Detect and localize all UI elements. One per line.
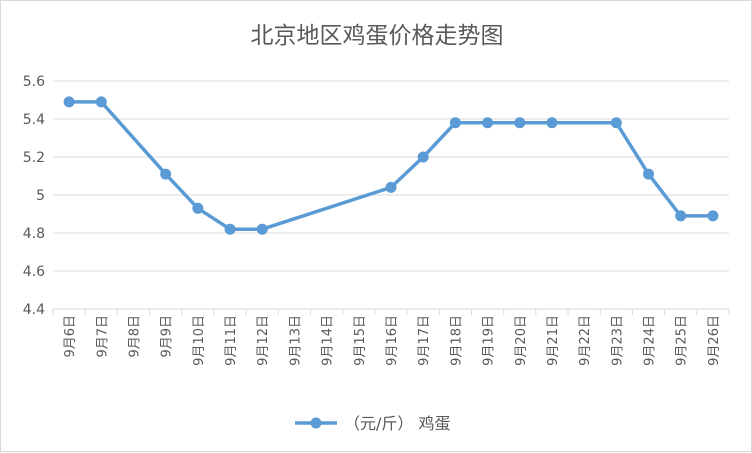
data-point (95, 96, 107, 108)
data-point (610, 117, 622, 129)
x-tick-label: 9月9日 (160, 315, 175, 358)
y-axis-ticks: 4.4 4.6 4.8 5 5.2 5.4 5.6 (23, 74, 45, 318)
y-tick-label: 4.8 (23, 226, 45, 242)
y-tick-label: 4.6 (23, 264, 45, 280)
data-point (385, 181, 397, 193)
x-tick-label: 9月25日 (675, 315, 690, 366)
legend: （元/斤） 鸡蛋 (295, 414, 450, 433)
x-tick-label: 9月12日 (256, 315, 271, 366)
data-point (482, 117, 494, 129)
x-tick-label: 9月8日 (127, 315, 142, 358)
x-tick-label: 9月23日 (610, 315, 625, 366)
data-point (160, 168, 172, 180)
data-point (643, 168, 655, 180)
series-line (69, 100, 713, 231)
x-tick-label: 9月7日 (95, 315, 110, 358)
data-point (546, 117, 558, 129)
data-point (417, 151, 429, 163)
y-tick-label: 4.4 (23, 302, 45, 318)
data-point (192, 202, 204, 214)
y-tick-label: 5.4 (23, 112, 45, 128)
x-tick-label: 9月10日 (192, 315, 207, 366)
data-point (63, 96, 75, 108)
data-point (675, 210, 687, 222)
series-egg-price (63, 96, 719, 235)
x-tick-label: 9月17日 (417, 315, 432, 366)
grid-lines (53, 80, 729, 310)
chart-title: 北京地区鸡蛋价格走势图 (251, 23, 504, 49)
x-tick-label: 9月18日 (449, 315, 464, 366)
data-point (224, 223, 236, 235)
x-tick-label: 9月15日 (353, 315, 368, 366)
x-tick-label: 9月20日 (514, 315, 529, 366)
x-tick-label: 9月11日 (224, 315, 239, 366)
legend-point-marker (310, 417, 322, 429)
x-tick-label: 9月6日 (63, 315, 78, 358)
data-point (449, 117, 461, 129)
data-point (514, 117, 526, 129)
x-axis-ticks: 9月6日 9月7日 9月8日 9月9日 9月10日 9月11日 9月12日 9月13日 9月14… (52, 309, 730, 366)
y-tick-label: 5.2 (23, 150, 45, 166)
x-tick-label: 9月19日 (482, 315, 497, 366)
x-tick-label: 9月13日 (288, 315, 303, 366)
y-tick-label: 5.6 (23, 74, 45, 90)
y-tick-label: 5 (36, 188, 45, 204)
x-tick-label: 9月22日 (578, 315, 593, 366)
x-tick-label: 9月21日 (546, 315, 561, 366)
data-point (256, 223, 268, 235)
x-tick-label: 9月24日 (643, 315, 658, 366)
x-tick-label: 9月16日 (385, 315, 400, 366)
legend-label: （元/斤） 鸡蛋 (344, 414, 450, 433)
data-point (707, 210, 719, 222)
x-tick-label: 9月26日 (707, 315, 722, 366)
x-tick-label: 9月14日 (321, 315, 336, 366)
